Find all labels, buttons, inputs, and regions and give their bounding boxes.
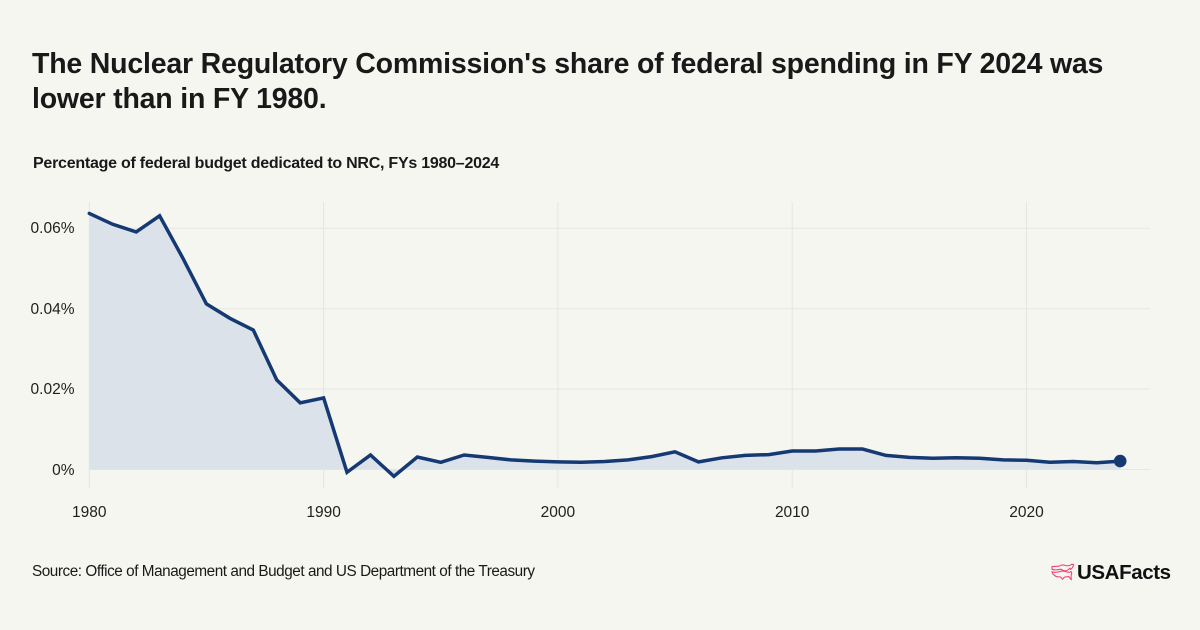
svg-text:USAFacts: USAFacts: [1077, 562, 1171, 583]
